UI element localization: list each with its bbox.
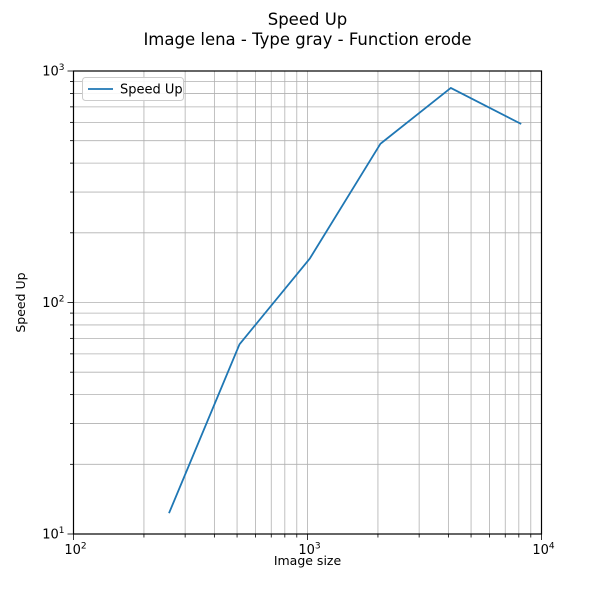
tick-marks: [67, 70, 542, 540]
y-tick-label: 102: [42, 295, 64, 312]
chart-subtitle: Image lena - Type gray - Function erode: [143, 30, 471, 49]
y-tick-label: 103: [42, 63, 64, 80]
y-tick-label: 101: [42, 526, 64, 543]
speedup-series-line: [168, 87, 522, 514]
legend[interactable]: Speed Up: [82, 77, 184, 101]
x-tick-label: 102: [64, 542, 86, 559]
legend-label: Speed Up: [120, 83, 183, 98]
x-tick-label: 104: [532, 542, 555, 559]
x-axis-label: Image size: [274, 553, 342, 568]
grid-lines: [73, 70, 542, 535]
y-axis-label: Speed Up: [13, 272, 28, 332]
legend-box: [82, 77, 184, 101]
x-tick-label: 103: [298, 542, 320, 559]
chart-title: Speed Up: [268, 10, 348, 29]
plot-border: [72, 70, 543, 535]
